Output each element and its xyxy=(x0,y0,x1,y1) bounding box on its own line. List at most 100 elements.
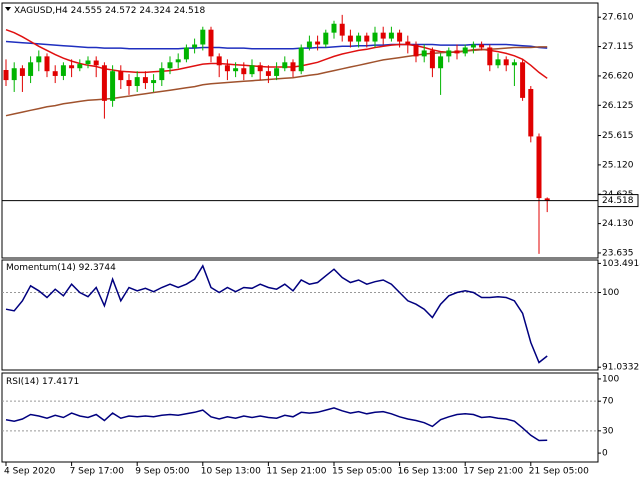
y-tick-label: 91.0332 xyxy=(602,363,639,373)
candle-body xyxy=(446,50,452,57)
candle-body xyxy=(110,71,116,101)
candle-body xyxy=(282,62,288,69)
candle-body xyxy=(36,56,42,63)
candle-body xyxy=(3,70,9,81)
candle-body xyxy=(397,32,403,42)
candle-body xyxy=(11,68,17,81)
candle-body xyxy=(167,62,173,69)
candle-body xyxy=(52,71,58,76)
candle-body xyxy=(85,60,91,65)
candle-body xyxy=(356,35,362,42)
y-tick-label: 24.130 xyxy=(602,219,634,229)
candle-body xyxy=(200,29,206,45)
candle-body xyxy=(438,56,444,69)
momentum-panel xyxy=(1,259,599,371)
indicator-title: Momentum(14) xyxy=(6,263,76,273)
y-tick-label: 30 xyxy=(602,426,614,436)
y-tick-label: 103.4918 xyxy=(602,259,640,269)
rsi-panel xyxy=(1,372,599,463)
candle-body xyxy=(339,23,345,36)
candle-body xyxy=(413,44,419,57)
x-tick-label: 11 Sep 21:00 xyxy=(266,467,326,477)
candle-body xyxy=(298,47,304,72)
main-panel xyxy=(1,2,599,259)
x-tick-label: 15 Sep 05:00 xyxy=(332,467,392,477)
candle-body xyxy=(216,56,222,66)
candle-body xyxy=(528,88,534,137)
candle-body xyxy=(429,50,435,69)
moving-average xyxy=(5,46,548,117)
candle-body xyxy=(159,68,165,81)
x-tick-label: 17 Sep 21:00 xyxy=(463,467,523,477)
candle-body xyxy=(503,59,509,66)
y-tick-label: 70 xyxy=(602,397,614,407)
y-tick-label: 26.620 xyxy=(602,71,634,81)
candle-body xyxy=(421,50,427,57)
last-low: 24.324 xyxy=(139,6,171,16)
candle-body xyxy=(175,59,181,63)
candle-body xyxy=(347,35,353,42)
candle-body xyxy=(520,62,526,98)
candle-body xyxy=(77,64,83,69)
candle-body xyxy=(224,65,230,72)
rsi-header: RSI(14) 17.4171 xyxy=(6,377,79,387)
candle-body xyxy=(364,35,370,42)
candle-body xyxy=(380,32,386,39)
candle-body xyxy=(28,62,34,76)
x-tick-label: 10 Sep 13:00 xyxy=(201,467,261,477)
candle-body xyxy=(388,32,394,39)
candle-body xyxy=(183,47,189,60)
symbol: XAGUSD,H4 xyxy=(14,6,68,16)
x-tick-label: 21 Sep 05:00 xyxy=(529,467,589,477)
candle-body xyxy=(306,41,312,48)
y-tick-label: 0 xyxy=(602,449,608,459)
candle-body xyxy=(274,68,280,76)
price-label-box xyxy=(597,194,639,208)
candle-body xyxy=(44,56,50,72)
indicator-line xyxy=(5,407,548,442)
candle-body xyxy=(315,41,321,45)
indicator-value: 92.3744 xyxy=(79,263,116,273)
x-tick-label: 7 Sep 17:00 xyxy=(70,467,125,477)
candle-body xyxy=(479,44,485,48)
candle-body xyxy=(249,65,255,75)
symbol-icon xyxy=(5,7,11,11)
candle-body xyxy=(405,41,411,45)
candle-body xyxy=(331,23,337,33)
price-label: 24.518 xyxy=(602,196,634,206)
y-tick-label: 26.125 xyxy=(602,101,634,111)
candle-body xyxy=(118,71,124,81)
candle-body xyxy=(265,71,271,76)
y-tick-label: 100 xyxy=(602,288,619,298)
candle-body xyxy=(323,32,329,45)
candle-body xyxy=(544,198,550,201)
candle-body xyxy=(462,47,468,54)
x-tick-label: 4 Sep 2020 xyxy=(4,467,56,477)
candle-body xyxy=(241,68,247,75)
candle-body xyxy=(60,65,66,76)
indicator-value: 17.4171 xyxy=(42,377,79,387)
candle-body xyxy=(470,44,476,48)
candle-body xyxy=(134,77,140,87)
momentum-header: Momentum(14) 92.3744 xyxy=(6,263,116,273)
candle-body xyxy=(372,32,378,42)
candle-body xyxy=(454,50,460,54)
y-tick-label: 100 xyxy=(602,374,619,384)
candle-body xyxy=(19,68,25,76)
candle-body xyxy=(208,29,214,57)
candle-body xyxy=(69,65,75,69)
y-tick-label: 25.120 xyxy=(602,160,634,170)
chart-header: XAGUSD,H4 24.555 24.572 24.324 24.518 xyxy=(14,6,205,16)
candle-body xyxy=(487,47,493,66)
y-tick-label: 27.115 xyxy=(602,42,634,52)
x-tick-label: 9 Sep 05:00 xyxy=(135,467,190,477)
y-tick-label: 27.610 xyxy=(602,13,634,23)
candle-body xyxy=(536,136,542,199)
candle-body xyxy=(93,60,99,66)
candle-body xyxy=(495,59,501,66)
last-open: 24.555 xyxy=(71,6,103,16)
candle-body xyxy=(151,80,157,84)
y-tick-label: 25.615 xyxy=(602,131,634,141)
